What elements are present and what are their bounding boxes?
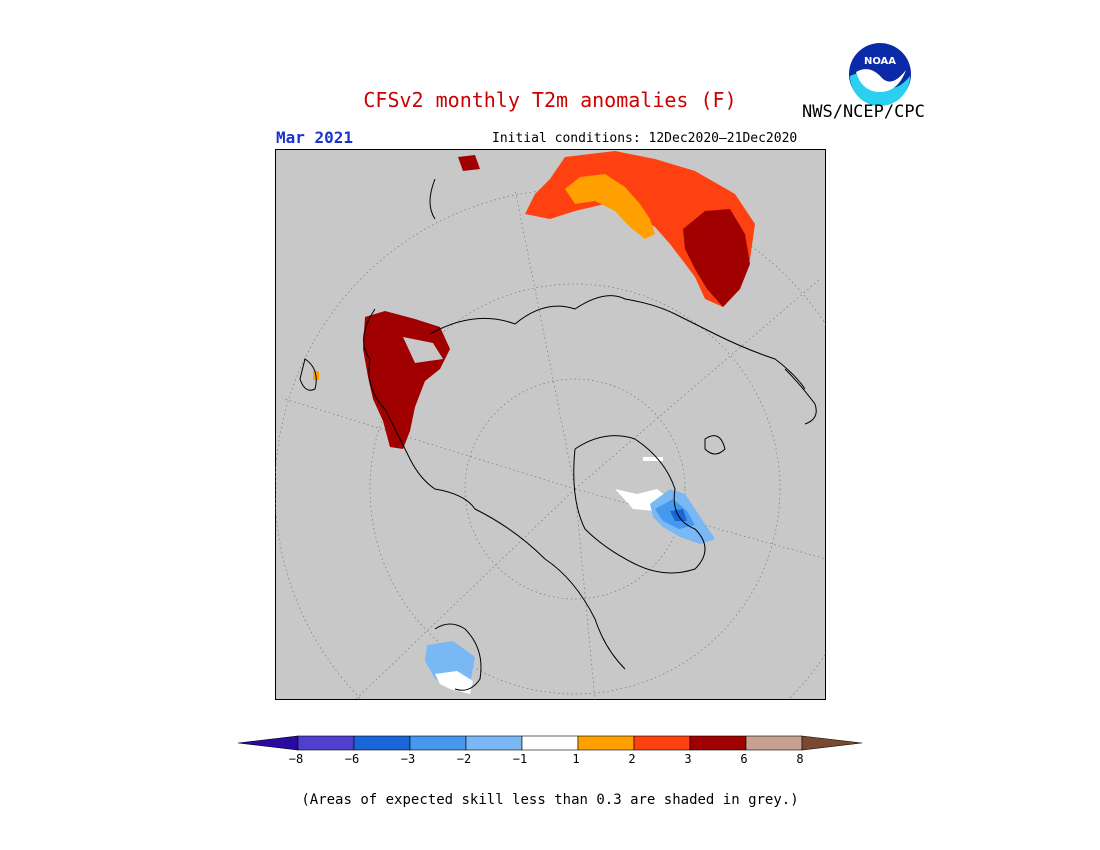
anomaly-siberia-darkred-north — [458, 155, 480, 171]
colorbar-bin-3 — [409, 735, 467, 751]
anomaly-map — [275, 149, 826, 700]
anomaly-westus-white — [435, 671, 473, 694]
forecast-month: Mar 2021 — [276, 128, 354, 147]
colorbar-tick-9: 6 — [740, 752, 748, 766]
initial-conditions: Initial conditions: 12Dec2020–21Dec2020 — [492, 131, 798, 146]
colorbar-tick-1: −8 — [288, 752, 304, 766]
coastlines — [299, 178, 817, 691]
colorbar-bin-2 — [353, 735, 411, 751]
colorbar-bin-6 — [577, 735, 635, 751]
chart-title: CFSv2 monthly T2m anomalies (F) — [363, 88, 737, 112]
anomaly-canada-white-line — [643, 457, 663, 461]
anomaly-shading — [313, 151, 755, 694]
svg-text:NOAA: NOAA — [864, 56, 896, 67]
colorbar-bin-7 — [633, 735, 691, 751]
colorbar-bin-4 — [465, 735, 523, 751]
colorbar-tick-7: 2 — [628, 752, 636, 766]
colorbar-tick-8: 3 — [684, 752, 692, 766]
colorbar-tick-4: −2 — [456, 752, 472, 766]
colorbar-tick-5: −1 — [512, 752, 528, 766]
colorbar-right-arrow — [801, 735, 863, 751]
colorbar-bin-5 — [521, 735, 579, 751]
colorbar-bin-8 — [689, 735, 747, 751]
anomaly-siberia-orange — [565, 174, 655, 239]
colorbar — [238, 735, 863, 751]
colorbar-tick-2: −6 — [344, 752, 360, 766]
colorbar-bin-1 — [297, 735, 355, 751]
anomaly-siberia-darkred — [683, 209, 750, 307]
colorbar-tick-10: 8 — [796, 752, 804, 766]
colorbar-tick-6: 1 — [572, 752, 580, 766]
colorbar-bin-9 — [745, 735, 803, 751]
colorbar-left-arrow — [238, 735, 299, 751]
colorbar-tick-3: −3 — [400, 752, 416, 766]
skill-note: (Areas of expected skill less than 0.3 a… — [301, 792, 799, 808]
agency-label: NWS/NCEP/CPC — [802, 102, 925, 122]
noaa-logo-icon: NOAA — [849, 43, 911, 106]
anomaly-europe-grey-patch — [403, 337, 443, 363]
